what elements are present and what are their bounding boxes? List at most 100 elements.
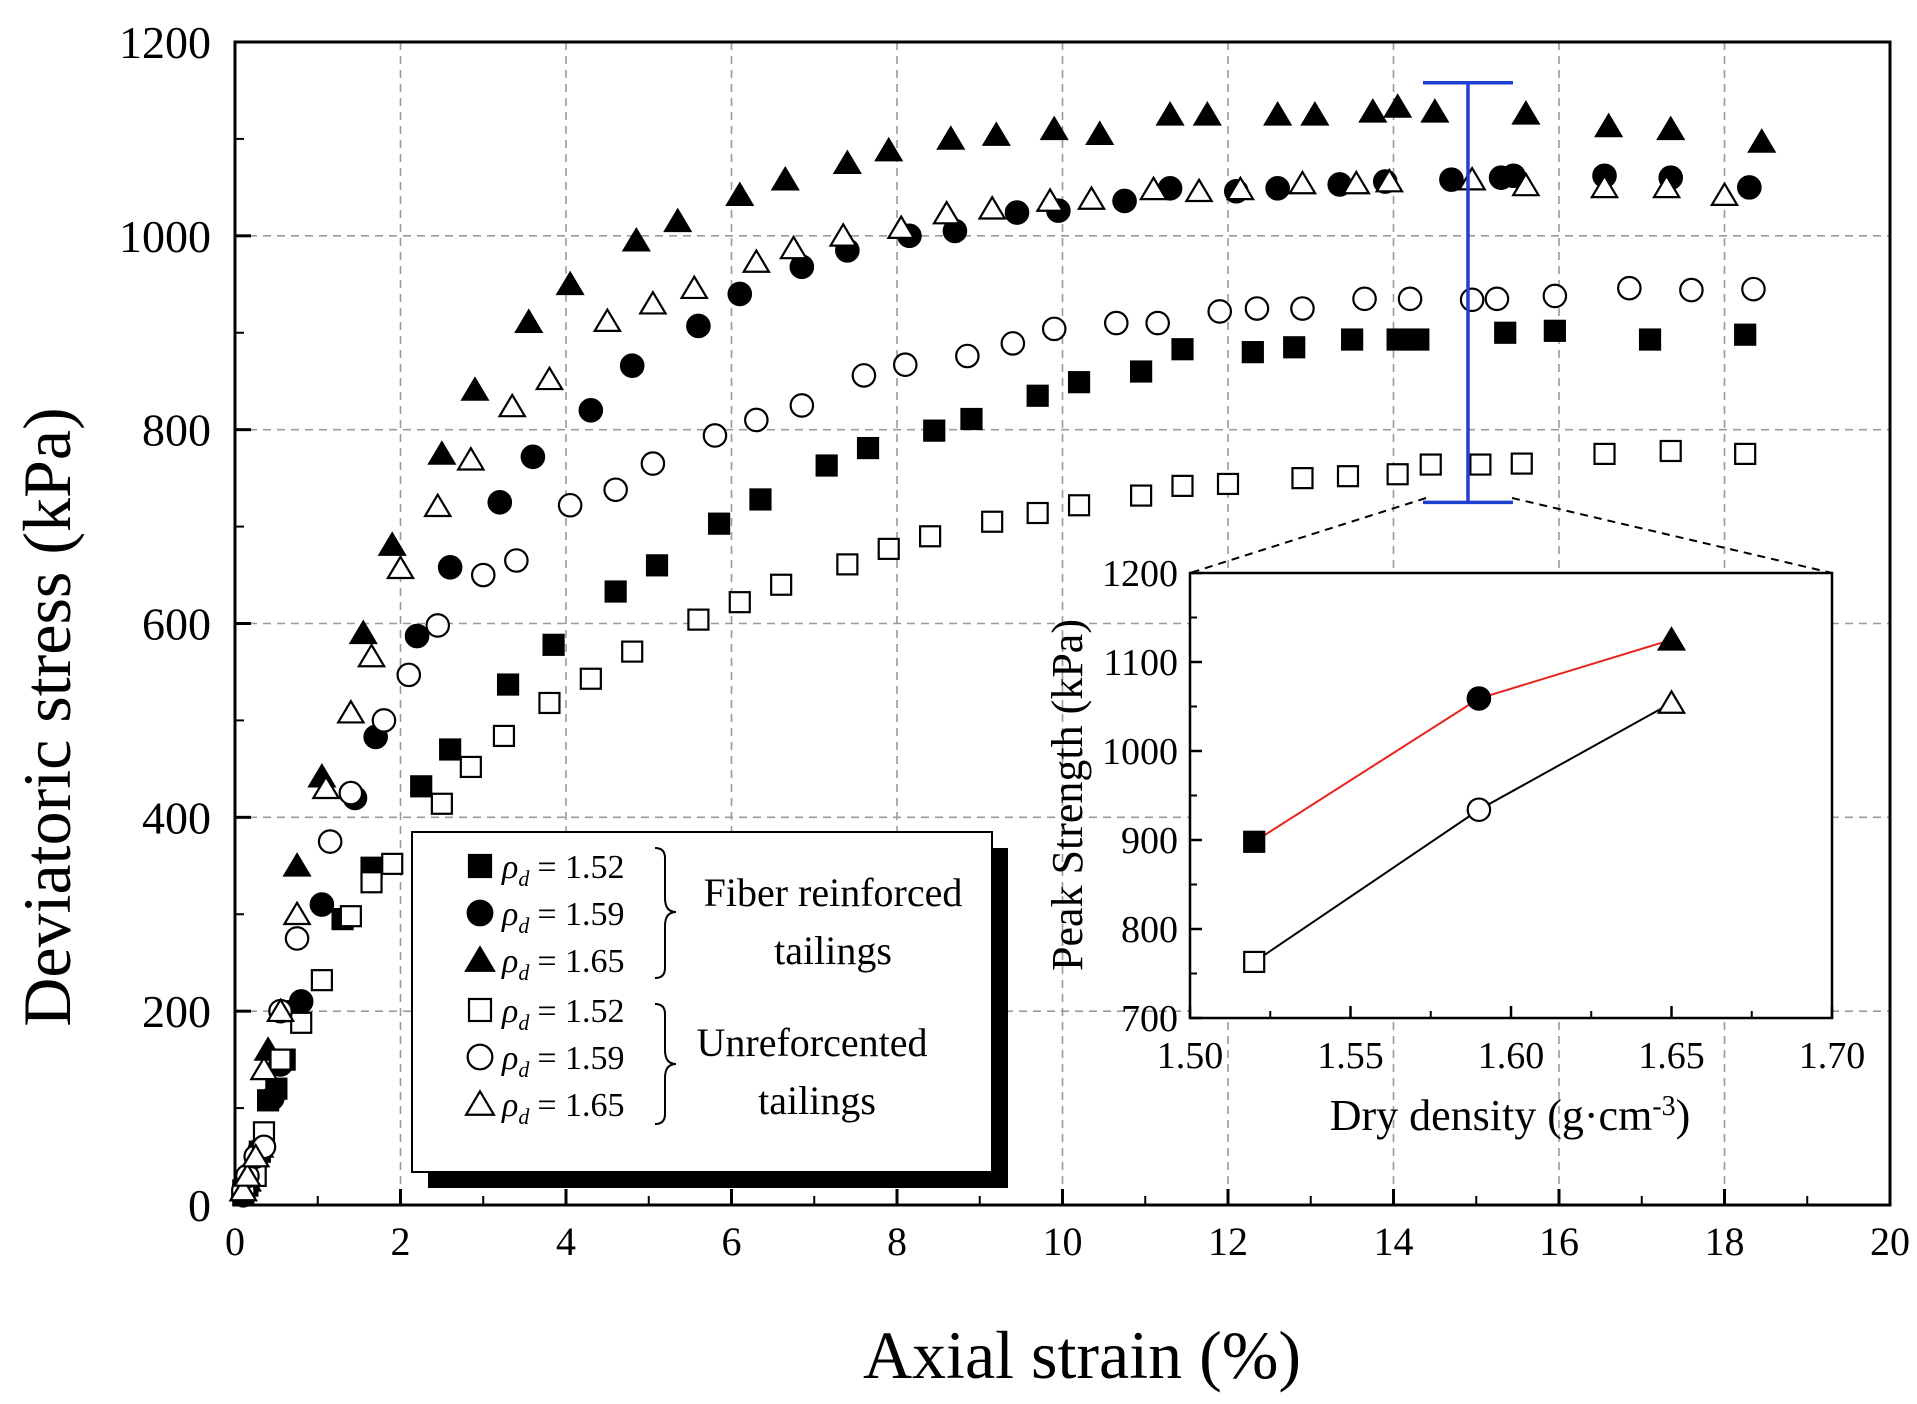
- data-point: [686, 313, 711, 339]
- legend-entry-text: ρd = 1.59: [501, 1040, 625, 1082]
- data-point: [619, 353, 645, 379]
- data-point: [1679, 277, 1704, 303]
- data-point: [877, 537, 900, 560]
- data-point: [1638, 328, 1662, 351]
- data-point: [1041, 316, 1067, 342]
- data-point: [1374, 167, 1404, 193]
- data-point: [1386, 463, 1409, 486]
- data-point: [828, 222, 858, 247]
- inset-chart: 1.50 1.55 1.60 1.65 1.70 700 800 900 1000 1100 120…: [1043, 553, 1865, 1140]
- data-point: [1419, 453, 1442, 476]
- peak-range-bar: [1422, 80, 1513, 505]
- data-point: [1130, 484, 1153, 507]
- data-point: [874, 136, 904, 162]
- data-point: [727, 281, 753, 307]
- main-x-tick-label: 8: [887, 1219, 907, 1264]
- legend-marker: [467, 853, 493, 879]
- data-point: [1290, 296, 1315, 321]
- data-point: [932, 199, 962, 225]
- data-point: [1035, 187, 1065, 212]
- data-point: [1336, 465, 1360, 488]
- data-point: [241, 1142, 271, 1168]
- data-point: [1341, 328, 1364, 351]
- data-point: [1439, 167, 1464, 192]
- data-point: [460, 376, 490, 401]
- data-point: [1709, 181, 1740, 207]
- main-x-tick-label: 16: [1539, 1219, 1579, 1264]
- data-point: [1184, 177, 1214, 203]
- data-point: [836, 553, 859, 576]
- data-point: [1283, 336, 1306, 359]
- legend-entry-text: ρd = 1.52: [501, 993, 625, 1035]
- data-point: [1741, 276, 1766, 302]
- legend-unreinforced-label-1: Unreforcented: [697, 1020, 928, 1065]
- data-point: [339, 905, 362, 928]
- data-point: [1656, 115, 1686, 141]
- data-point: [1085, 120, 1115, 145]
- data-point: [290, 1011, 313, 1034]
- data-point: [497, 392, 527, 418]
- legend-entry-text: ρd = 1.65: [501, 1087, 625, 1129]
- data-point: [728, 591, 751, 614]
- data-point: [1130, 360, 1153, 383]
- main-y-tick-label: 600: [142, 599, 211, 650]
- inset-data-point: [1243, 950, 1266, 974]
- data-point: [1225, 175, 1255, 201]
- data-point: [284, 926, 310, 951]
- main-x-tick-label: 2: [391, 1219, 411, 1264]
- data-point: [439, 738, 462, 761]
- data-point: [1734, 323, 1757, 346]
- data-point: [425, 613, 451, 638]
- data-point: [1593, 442, 1616, 465]
- data-point: [592, 307, 622, 332]
- inset-x-tick-label: 1.70: [1799, 1035, 1866, 1077]
- data-point: [311, 774, 341, 800]
- legend-rho: ρ: [501, 993, 518, 1030]
- main-x-tick-label: 14: [1374, 1219, 1414, 1264]
- inset-y-tick-label: 1100: [1103, 642, 1178, 684]
- data-point: [977, 195, 1007, 220]
- main-x-tick-label: 6: [722, 1219, 742, 1264]
- inset-y-tick-label: 800: [1121, 909, 1178, 951]
- legend-rho-sub: d: [518, 960, 530, 985]
- data-point: [459, 755, 482, 779]
- legend-rho: ρ: [501, 849, 518, 886]
- main-y-axis-label: Deviatoric stress (kPa): [9, 407, 85, 1026]
- data-point: [470, 562, 496, 588]
- inset-x-axis-label-close: ): [1676, 1091, 1691, 1140]
- data-point: [638, 290, 668, 315]
- data-point: [815, 454, 838, 477]
- legend-marker: [466, 899, 494, 927]
- data-point: [310, 969, 333, 992]
- data-point: [1207, 299, 1233, 324]
- legend-fiber-label-1: Fiber reinforced: [704, 870, 963, 915]
- data-point: [336, 699, 366, 724]
- legend-fiber-label-2: tailings: [774, 928, 892, 973]
- data-point: [360, 871, 383, 894]
- legend-value: = 1.52: [537, 849, 624, 886]
- data-point: [955, 343, 980, 369]
- data-point: [1300, 101, 1330, 126]
- data-point: [1241, 341, 1264, 364]
- data-point: [1341, 169, 1371, 195]
- legend-unreinforced-label-2: tailings: [758, 1078, 876, 1123]
- data-point: [1244, 296, 1270, 321]
- data-point: [1469, 453, 1492, 476]
- legend-rho: ρ: [501, 896, 518, 933]
- main-y-tick-label: 400: [142, 792, 211, 843]
- data-point: [1352, 286, 1377, 312]
- main-x-tick-label: 0: [225, 1219, 245, 1264]
- data-point: [396, 662, 422, 688]
- data-point: [856, 436, 880, 460]
- data-point: [228, 1176, 258, 1202]
- data-point: [578, 397, 604, 423]
- data-point: [309, 892, 335, 917]
- legend-marker: [467, 997, 493, 1023]
- data-point: [381, 852, 404, 875]
- data-point: [640, 451, 666, 476]
- data-point: [1138, 175, 1169, 201]
- data-point: [282, 900, 312, 926]
- data-point: [981, 121, 1011, 146]
- data-point: [1192, 101, 1222, 126]
- legend-value: = 1.59: [537, 896, 624, 933]
